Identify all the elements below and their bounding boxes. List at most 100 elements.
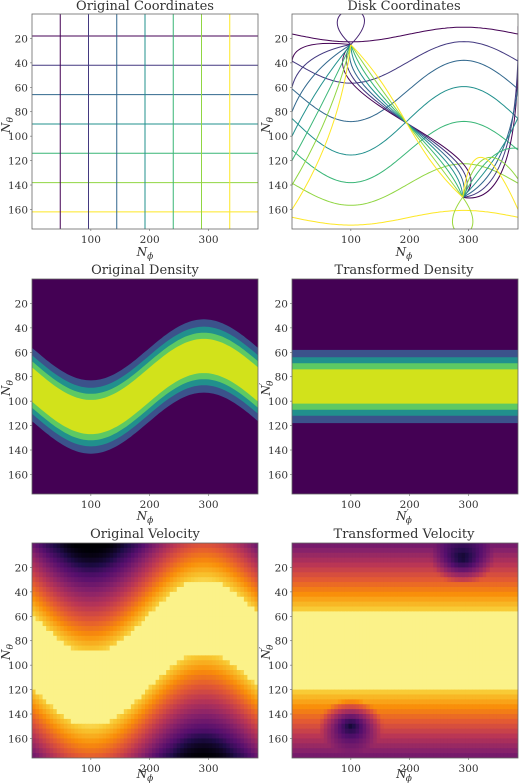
velocity-cell — [134, 704, 139, 710]
velocity-cell — [99, 748, 104, 754]
velocity-cell — [250, 567, 256, 573]
velocity-cell — [247, 699, 252, 705]
velocity-cell — [236, 689, 241, 696]
velocity-cell — [369, 567, 374, 573]
velocity-cell — [123, 718, 128, 725]
velocity-cell — [514, 567, 518, 573]
velocity-cell — [205, 552, 210, 559]
velocity-cell — [141, 709, 146, 715]
velocity-cell — [355, 577, 360, 583]
velocity-cell — [309, 547, 314, 554]
velocity-cell — [67, 606, 72, 613]
velocity-cell — [194, 616, 199, 622]
velocity-cell — [130, 748, 136, 754]
velocity-cell — [316, 562, 321, 569]
velocity-cell — [299, 596, 304, 603]
velocity-cell — [70, 611, 75, 617]
velocity-cell — [226, 709, 231, 715]
velocity-cell — [145, 670, 150, 676]
velocity-cell — [229, 626, 234, 632]
velocity-cell — [440, 684, 445, 691]
velocity-cell — [369, 572, 374, 578]
velocity-cell — [295, 567, 300, 573]
velocity-cell — [219, 645, 224, 652]
velocity-cell — [229, 714, 234, 720]
velocity-cell — [510, 665, 516, 671]
velocity-cell — [84, 670, 90, 676]
velocity-cell — [32, 728, 37, 735]
velocity-cell — [299, 689, 304, 696]
velocity-cell — [130, 650, 136, 656]
velocity-cell — [401, 577, 406, 583]
velocity-cell — [387, 591, 392, 598]
velocity-cell — [102, 547, 107, 554]
velocity-cell — [447, 645, 452, 652]
velocity-cell — [440, 660, 445, 666]
velocity-cell — [70, 630, 75, 637]
velocity-cell — [496, 660, 501, 666]
velocity-cell — [394, 640, 399, 647]
velocity-cell — [359, 582, 364, 588]
velocity-cell — [479, 626, 484, 632]
velocity-cell — [169, 650, 174, 656]
velocity-cell — [344, 596, 350, 603]
velocity-cell — [127, 577, 132, 583]
velocity-cell — [397, 635, 403, 642]
velocity-cell — [130, 645, 136, 652]
velocity-cell — [489, 572, 494, 578]
velocity-cell — [92, 684, 97, 691]
velocity-cell — [159, 714, 164, 720]
velocity-cell — [130, 557, 136, 564]
velocity-cell — [39, 723, 44, 730]
velocity-cell — [56, 640, 61, 647]
velocity-cell — [35, 670, 40, 676]
velocity-cell — [148, 621, 153, 627]
velocity-cell — [436, 567, 441, 573]
velocity-cell — [443, 567, 448, 573]
velocity-cell — [190, 743, 196, 749]
velocity-cell — [208, 596, 213, 603]
velocity-cell — [236, 684, 241, 691]
velocity-cell — [130, 577, 136, 583]
velocity-cell — [208, 640, 213, 647]
velocity-cell — [302, 684, 307, 691]
velocity-cell — [341, 640, 346, 647]
velocity-cell — [390, 586, 396, 593]
velocity-cell — [482, 582, 487, 588]
velocity-cell — [141, 596, 146, 603]
velocity-cell — [187, 718, 192, 725]
velocity-cell — [362, 645, 367, 652]
velocity-cell — [316, 616, 321, 622]
velocity-cell — [176, 552, 181, 559]
velocity-cell — [155, 738, 160, 744]
velocity-cell — [254, 621, 258, 627]
velocity-cell — [233, 718, 238, 725]
velocity-cell — [233, 611, 238, 617]
velocity-cell — [49, 577, 54, 583]
velocity-cell — [472, 606, 477, 613]
velocity-cell — [362, 543, 367, 549]
velocity-cell — [330, 596, 335, 603]
velocity-cell — [486, 665, 491, 671]
velocity-cell — [222, 689, 227, 696]
velocity-cell — [205, 704, 210, 710]
velocity-cell — [500, 596, 505, 603]
velocity-cell — [63, 699, 68, 705]
velocity-cell — [387, 606, 392, 613]
velocity-cell — [493, 543, 498, 549]
velocity-cell — [197, 650, 203, 656]
velocity-cell — [450, 679, 456, 686]
velocity-cell — [401, 689, 406, 696]
velocity-cell — [39, 743, 44, 749]
velocity-cell — [226, 738, 231, 744]
velocity-cell — [46, 665, 51, 671]
velocity-cell — [49, 645, 54, 652]
velocity-cell — [387, 684, 392, 691]
velocity-cell — [137, 714, 143, 720]
velocity-cell — [475, 582, 480, 588]
velocity-cell — [486, 547, 491, 554]
velocity-cell — [313, 626, 318, 632]
velocity-cell — [145, 562, 150, 569]
velocity-cell — [81, 674, 86, 681]
velocity-cell — [95, 655, 100, 661]
